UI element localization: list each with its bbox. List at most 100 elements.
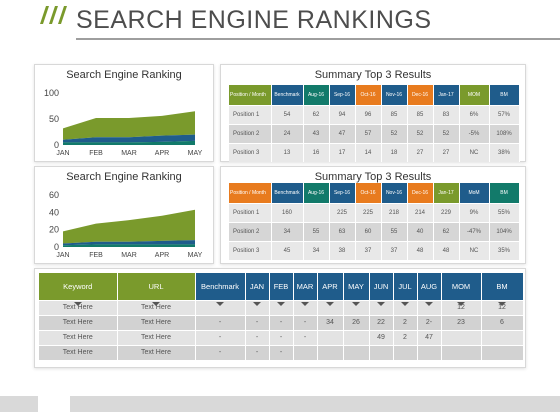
summary-cell: 24 [271,123,304,143]
summary-cell: 43 [303,123,330,143]
summary-table-2: Position / Month Benchmark Aug-16 Sep-16 Oct… [229,183,520,260]
area-chart-bottom: 0 20 40 60 JAN FEB MAR APR MAY [49,190,203,259]
y-tick-label: 100 [44,88,59,98]
summary-header-cell: Aug-16 [303,85,330,105]
summary-header-cell: Dec-16 [407,85,434,105]
table-cell: - [269,329,294,345]
y-tick-label: 60 [49,190,59,200]
y-tick-label: 40 [49,207,59,217]
summary-cell: 37 [381,240,408,260]
summary-row: Position 3 45 34 38 37 37 48 48 NC 35% [229,240,520,260]
header-label: APR [322,281,338,291]
keyword-table-header: MAY [343,273,370,306]
table-cell: 2 [393,329,418,345]
summary-cell: 104% [489,221,520,241]
summary-cell: 85 [407,104,434,124]
keyword-table-header: JUN [369,273,394,306]
summary-cell: 45 [271,240,304,260]
table-row: Text Here Text Here 12 12 [39,299,524,315]
summary-header-cell: Position / Month [229,183,272,203]
summary-cell: NC [459,142,490,162]
summary-title-2: Summary Top 3 Results [314,171,432,183]
summary-cell: Position 2 [229,221,272,241]
header-label: MAR [296,281,314,291]
summary-cell: 40 [407,221,434,241]
x-tick-label: JAN [56,150,69,157]
summary-cell: 94 [329,104,356,124]
table-cell: Text Here [117,329,196,345]
summary-cell: 218 [381,202,408,222]
summary-cell: 47 [329,123,356,143]
table-cell: 6 [481,314,524,330]
table-cell: Text Here [39,299,118,315]
column-marker-icon [377,301,385,306]
table-cell [481,344,524,360]
area-chart-top: 0 50 100 JAN FEB MAR APR MAY [44,88,203,157]
summary-table-1: Position / Month Benchmark Aug-16 Sep-16 Oct… [229,85,520,162]
table-cell [293,299,318,315]
summary-cell: 18 [381,142,408,162]
x-tick-label: FEB [89,150,103,157]
table-cell: 2- [417,314,442,330]
summary-header-cell: Position / Month [229,85,272,105]
summary-cell: Position 3 [229,240,272,260]
summary-header-cell: MOM [459,85,490,105]
keyword-table-header: FEB [269,273,294,306]
table-cell: Text Here [39,344,118,360]
x-tick-label: MAY [188,150,203,157]
table-cell: Text Here [117,344,196,360]
summary-cell: 13 [271,142,304,162]
column-marker-icon [216,301,224,306]
table-cell: - [245,329,270,345]
header-label: AUG [420,281,438,291]
keyword-table-header: APR [317,273,344,306]
table-cell [293,344,318,360]
summary-cell: 52 [381,123,408,143]
keyword-ranking-table: Keyword URL Benchmark JAN FEB MAR APR MAY JUN JUL… [39,273,524,360]
table-cell [343,299,370,315]
summary-cell: 85 [381,104,408,124]
header-label: MOM [451,281,471,291]
keyword-table-header: MOM [441,273,482,306]
summary-cell: 108% [489,123,520,143]
summary-cell: 38 [329,240,356,260]
summary-row: Position 2 24 43 47 57 52 52 52 -5% 108% [229,123,520,143]
table-row: Text Here Text Here - - - [39,344,524,360]
summary-cell: 27 [407,142,434,162]
summary-cell: 48 [407,240,434,260]
header-label: Keyword [63,281,93,291]
summary-cell: 17 [329,142,356,162]
header-label: MAY [348,281,364,291]
table-row: Text Here Text Here - - - -49 2 47 [39,329,524,345]
summary-cell: Position 3 [229,142,272,162]
summary-cell: 62 [433,221,460,241]
column-marker-icon [73,301,82,306]
summary-header-cell: Benchmark [271,85,304,105]
area-series-1 [63,134,195,143]
y-tick-label: 0 [54,140,59,150]
table-cell: - [269,344,294,360]
area-series-0 [63,209,195,244]
table-cell [369,299,394,315]
column-marker-icon [457,301,465,306]
summary-header-cell: BM [489,183,520,203]
area-series-2 [63,140,195,145]
chart-panel-bottom: Search Engine Ranking 0 20 40 60 JAN FEB MAR AP… [34,166,214,264]
column-marker-icon [425,301,433,306]
table-cell: Text Here [117,314,196,330]
column-marker-icon [152,301,160,306]
summary-header-cell: Jan-17 [433,85,460,105]
summary-row: Position 1 160 225 225 218 214 229 9% 55% [229,202,520,222]
header-label: Benchmark [201,281,239,291]
table-cell: - [195,314,246,330]
column-marker-icon [352,301,360,306]
y-tick-label: 0 [54,242,59,252]
table-cell [441,329,482,345]
keyword-table-header: AUG [417,273,442,306]
title-divider [76,38,560,40]
table-cell: 49 [369,329,394,345]
summary-cell: 38% [489,142,520,162]
summary-header-cell: Oct-16 [355,183,382,203]
summary-cell: 160 [271,202,304,222]
table-cell: - [293,329,318,345]
